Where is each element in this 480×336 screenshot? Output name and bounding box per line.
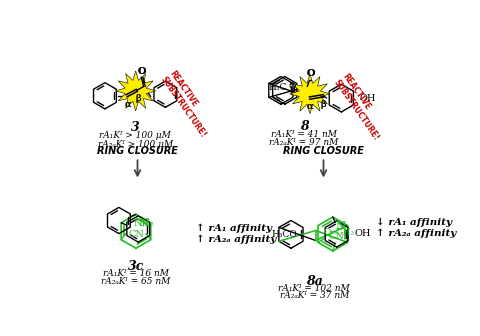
- Text: 3: 3: [131, 121, 140, 134]
- Text: rA₁Kᴵ = 16 nM: rA₁Kᴵ = 16 nM: [103, 269, 169, 278]
- Text: rA₁Kᴵ > 100 μM: rA₁Kᴵ > 100 μM: [99, 131, 171, 140]
- Text: 8a: 8a: [306, 275, 323, 288]
- Polygon shape: [116, 71, 156, 111]
- Polygon shape: [290, 74, 330, 114]
- Text: H₃CO: H₃CO: [272, 230, 298, 239]
- Text: ↓ rA₁ affinity: ↓ rA₁ affinity: [376, 217, 452, 227]
- Text: N: N: [138, 217, 148, 228]
- Text: O: O: [288, 82, 296, 91]
- Text: CN: CN: [329, 232, 345, 241]
- Text: O: O: [138, 67, 146, 76]
- Text: rA₁Kᴵ = 41 nM: rA₁Kᴵ = 41 nM: [271, 130, 337, 139]
- Text: ↑ rA₂ₐ affinity: ↑ rA₂ₐ affinity: [376, 228, 456, 238]
- Text: rA₁Kᴵ = 102 nM: rA₁Kᴵ = 102 nM: [278, 284, 350, 293]
- Text: α: α: [125, 99, 132, 109]
- Text: 8: 8: [300, 120, 309, 133]
- Text: β: β: [135, 94, 141, 103]
- Text: rA₂ₐKᴵ = 97 nM: rA₂ₐKᴵ = 97 nM: [269, 138, 339, 147]
- Text: CN: CN: [129, 230, 145, 239]
- Text: RING CLOSURE: RING CLOSURE: [283, 146, 364, 156]
- Text: NH₂: NH₂: [133, 219, 154, 228]
- Text: OH: OH: [359, 93, 376, 102]
- Text: RING CLOSURE: RING CLOSURE: [97, 146, 178, 156]
- Text: REACTIVE
SUBSTRUCTURE!: REACTIVE SUBSTRUCTURE!: [159, 69, 216, 140]
- Text: rA₂ₐKᴵ = 65 nM: rA₂ₐKᴵ = 65 nM: [101, 278, 170, 287]
- Text: α: α: [125, 99, 132, 109]
- Text: β: β: [321, 99, 326, 109]
- Text: β: β: [135, 94, 141, 103]
- Text: REACTIVE
SUBSTRUCTURE!: REACTIVE SUBSTRUCTURE!: [332, 72, 389, 142]
- Text: ↑ rA₂ₐ affinity: ↑ rA₂ₐ affinity: [196, 235, 276, 244]
- Text: O: O: [306, 69, 314, 78]
- Text: O─CH₃: O─CH₃: [324, 228, 355, 237]
- Text: α: α: [306, 102, 313, 111]
- Text: ↑ rA₁ affinity: ↑ rA₁ affinity: [196, 223, 272, 233]
- Text: β: β: [321, 99, 326, 109]
- Text: H₃C: H₃C: [268, 83, 287, 92]
- Text: α: α: [306, 102, 313, 111]
- Text: 3c: 3c: [128, 260, 144, 273]
- Text: O: O: [138, 67, 146, 76]
- Text: rA₂ₐKᴵ = 37 nM: rA₂ₐKᴵ = 37 nM: [279, 291, 349, 300]
- Text: N: N: [336, 220, 346, 231]
- Text: O: O: [306, 69, 314, 78]
- Text: OH: OH: [355, 229, 371, 239]
- Text: rA₂ₐKᴵ > 100 μM: rA₂ₐKᴵ > 100 μM: [97, 140, 173, 149]
